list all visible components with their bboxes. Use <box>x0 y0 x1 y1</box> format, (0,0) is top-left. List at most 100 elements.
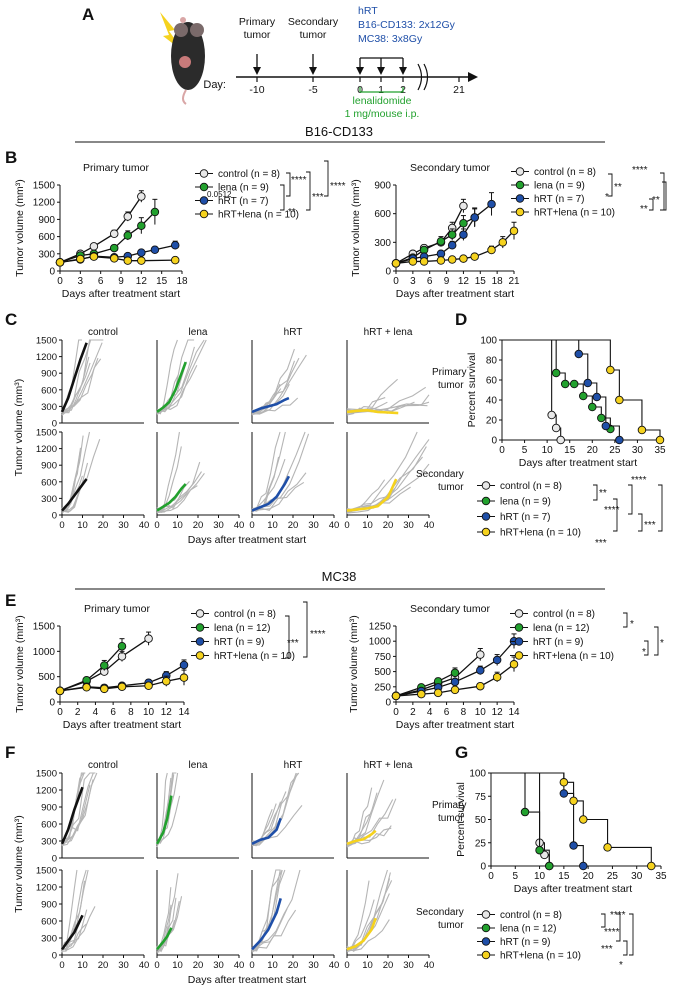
secondary-label-2: tumor <box>300 29 327 41</box>
y-tick-label: 1500 <box>36 769 57 780</box>
x-tick-label: 20 <box>383 520 394 531</box>
y-tick-label: 1200 <box>36 444 57 455</box>
x-tick-label: 9 <box>118 276 124 287</box>
x-tick-label: 5 <box>513 871 519 882</box>
legend-label: lena (n = 12) <box>500 924 556 935</box>
x-axis-title: Days after treatment start <box>62 288 181 300</box>
row-label: Secondary <box>416 907 464 918</box>
panel-letter-f: F <box>5 743 15 762</box>
schedule-tick-label: -10 <box>249 84 264 96</box>
individual-curve <box>346 878 391 950</box>
x-tick-label: 30 <box>308 520 319 531</box>
section-title-mc38: MC38 <box>322 569 357 584</box>
data-point <box>391 691 401 701</box>
data-point <box>117 682 127 692</box>
significance-label: * <box>605 192 609 203</box>
y-tick-label: 0 <box>385 267 391 278</box>
x-tick-label: 6 <box>444 707 450 718</box>
x-tick-label: 35 <box>655 871 667 882</box>
significance-bracket <box>662 181 667 211</box>
survival-point <box>588 402 597 412</box>
y-axis-title: Percent survival <box>455 782 467 857</box>
x-tick-label: 0 <box>393 707 399 718</box>
panel-letter-e: E <box>5 591 16 610</box>
data-point <box>509 226 519 236</box>
significance-bracket <box>660 172 665 211</box>
panel-letter-c: C <box>5 310 17 329</box>
individual-curve <box>156 339 205 413</box>
data-point <box>459 218 468 228</box>
survival-point <box>647 861 656 871</box>
data-point <box>470 213 479 222</box>
mean-curve <box>346 478 398 512</box>
significance-label: *** <box>287 638 299 649</box>
legend-label: lena (n = 12) <box>533 623 589 634</box>
x-tick-label: 0 <box>59 520 64 531</box>
data-point <box>408 257 418 266</box>
y-tick-label: 0 <box>52 854 57 865</box>
mean-curve <box>251 396 290 414</box>
legend-label: hRT (n = 9) <box>533 637 584 648</box>
individual-curve <box>346 431 418 515</box>
y-tick-label: 0 <box>491 436 497 447</box>
data-point <box>487 199 496 209</box>
x-tick-label: 6 <box>110 707 116 718</box>
x-tick-label: 6 <box>98 276 104 287</box>
x-tick-label: 12 <box>492 707 504 718</box>
individual-curve <box>61 923 87 952</box>
survival-point <box>547 410 556 420</box>
data-point <box>498 238 508 247</box>
x-tick-label: 10 <box>143 707 155 718</box>
schedule-tick-label: -5 <box>308 84 317 96</box>
survival-point <box>569 379 579 389</box>
x-tick-label: 30 <box>403 960 414 971</box>
column-title: hRT + lena <box>364 327 413 338</box>
row-label: tumor <box>438 380 464 391</box>
x-axis-title: Days after treatment start <box>396 288 515 300</box>
mean-curve <box>251 897 282 951</box>
significance-label: ** <box>652 195 660 206</box>
data-point <box>459 201 468 211</box>
data-point <box>459 230 468 239</box>
significance-bracket <box>658 484 663 532</box>
legend-label: hRT+lena (n = 10) <box>500 951 581 962</box>
individual-curve <box>346 798 397 846</box>
data-point <box>433 688 443 698</box>
individual-curve <box>61 462 89 512</box>
secondary-label-1: Secondary <box>288 16 339 28</box>
significance-label: **** <box>330 181 346 192</box>
lena-label-1: lenalidomide <box>353 95 412 107</box>
data-point <box>447 240 457 250</box>
legend-label: control (n = 8) <box>214 609 276 620</box>
x-tick-label: 0 <box>154 960 159 971</box>
x-tick-label: 40 <box>424 520 435 531</box>
primary-label-1: Primary <box>239 16 276 28</box>
x-tick-label: 8 <box>128 707 134 718</box>
x-tick-label: 30 <box>403 520 414 531</box>
chart-B_primary: 0 300 600 900 1200 1500 0 3 6 9 12 15 18 Primary tumo… <box>14 160 346 300</box>
y-tick-label: 900 <box>41 900 57 911</box>
data-point <box>82 683 91 692</box>
data-point <box>391 259 401 268</box>
x-tick-label: 10 <box>172 520 183 531</box>
x-tick-label: 20 <box>383 960 394 971</box>
y-axis-title: Tumor volume (mm³) <box>13 815 25 913</box>
mean-curve <box>156 927 173 951</box>
significance-bracket <box>608 173 613 197</box>
x-tick-label: 20 <box>583 871 595 882</box>
x-tick-label: 12 <box>161 707 173 718</box>
significance-label: *** <box>601 944 613 955</box>
significance-bracket <box>628 484 633 515</box>
y-axis-title: Percent survival <box>466 353 478 428</box>
survival-point <box>574 349 583 359</box>
significance-label: ** <box>640 204 648 215</box>
y-tick-label: 0 <box>49 267 55 278</box>
x-tick-label: 20 <box>193 960 204 971</box>
survival-point <box>592 392 602 402</box>
chart-D_survival: 0 20 40 60 80 100 0 5 10 15 20 25 30 35 Percent surviv… <box>466 336 666 550</box>
data-point <box>89 242 99 251</box>
y-tick-label: 900 <box>374 181 391 192</box>
y-tick-label: 250 <box>374 682 391 693</box>
